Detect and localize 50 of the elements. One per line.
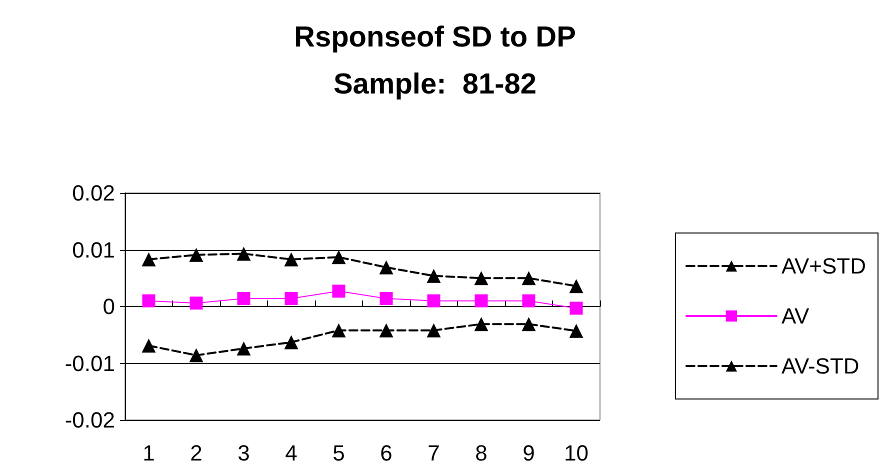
point (569, 324, 584, 338)
point (142, 252, 156, 266)
point (236, 341, 251, 356)
point (332, 323, 346, 338)
point (284, 252, 298, 266)
point (236, 246, 251, 261)
x-tick-label: 9 (522, 440, 535, 466)
point (189, 248, 204, 262)
point (570, 302, 583, 315)
x-tick-label: 8 (475, 440, 488, 466)
point (284, 292, 298, 306)
point (379, 323, 394, 338)
point (474, 271, 488, 286)
point (142, 338, 156, 353)
point (426, 268, 441, 283)
y-tick-label: 0.02 (72, 180, 115, 206)
point (142, 294, 156, 308)
point (380, 292, 393, 306)
point (427, 294, 440, 308)
point (332, 250, 346, 264)
point (474, 294, 488, 308)
legend-label: AV-STD (781, 354, 860, 378)
point (284, 335, 298, 350)
point (522, 317, 536, 332)
legend-label: AV (781, 304, 810, 328)
point (189, 348, 204, 362)
legend-label: AV+STD (781, 254, 866, 278)
x-tick-label: 10 (564, 440, 588, 466)
point (522, 294, 536, 308)
x-tick-label: 3 (238, 440, 250, 466)
x-tick-label: 7 (428, 440, 440, 466)
point (474, 317, 488, 332)
point (379, 260, 394, 274)
y-tick-label: -0.02 (64, 408, 115, 432)
point (332, 284, 346, 298)
x-tick-label: 5 (332, 440, 345, 466)
point (426, 323, 441, 338)
chart-title: Rsponseof SD to DP (294, 22, 576, 54)
point (569, 279, 584, 294)
x-tick-label: 2 (190, 440, 202, 466)
point (190, 296, 203, 310)
y-tick-label: 0 (102, 294, 115, 319)
point (237, 292, 250, 306)
point (522, 271, 536, 286)
x-tick-label: 4 (285, 440, 298, 466)
x-tick-label: 6 (380, 440, 392, 466)
y-tick-label: 0.01 (72, 237, 115, 262)
chart-subtitle: Sample: 81-82 (333, 68, 537, 100)
x-tick-label: 1 (142, 440, 155, 466)
y-tick-label: -0.01 (64, 350, 115, 376)
